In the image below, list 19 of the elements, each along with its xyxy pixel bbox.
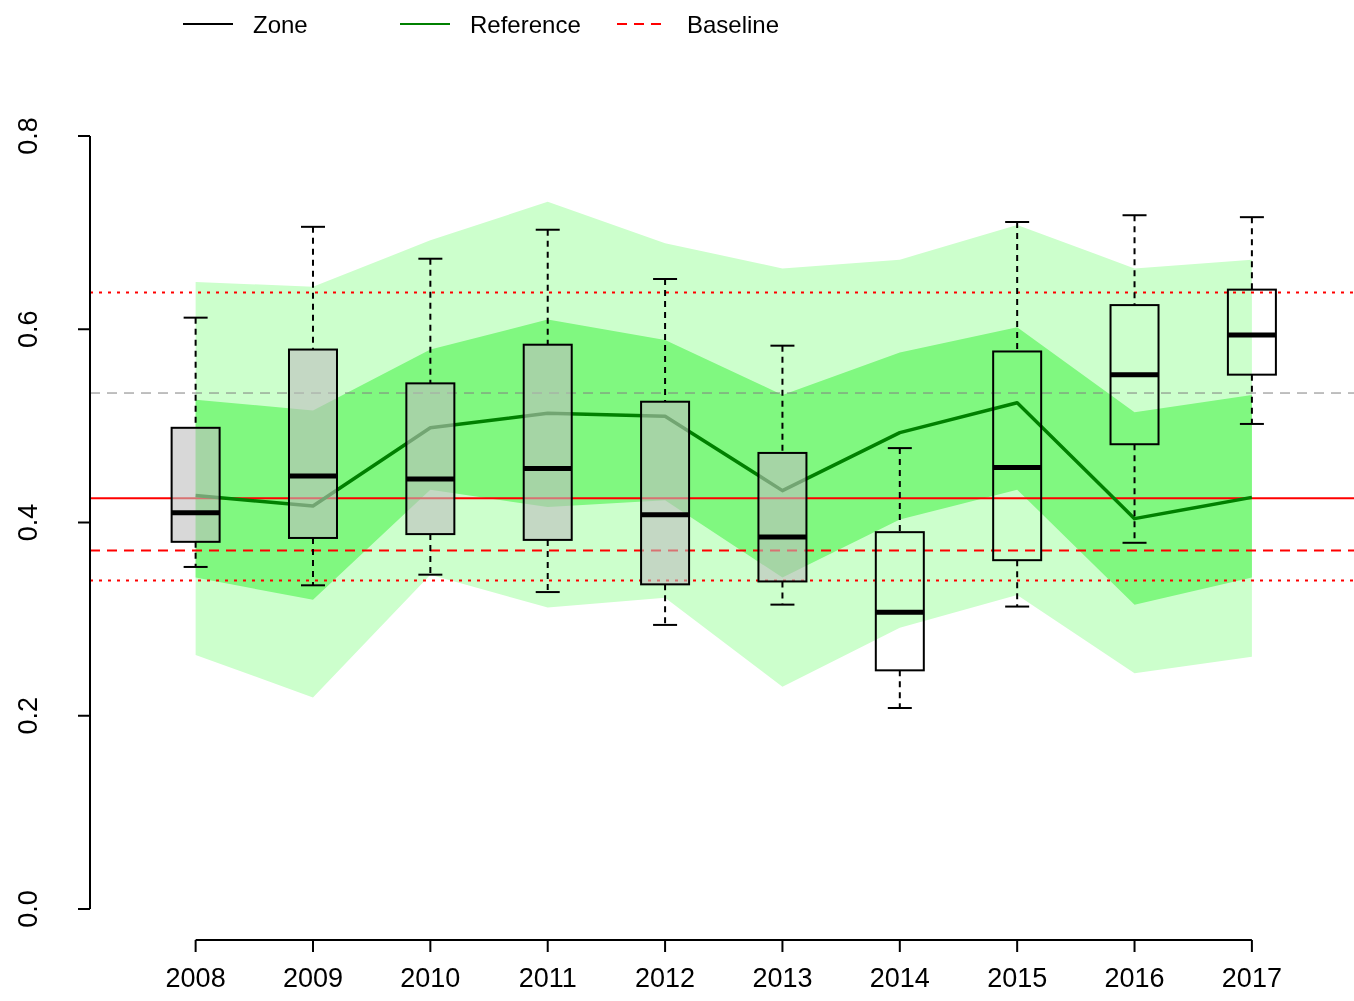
x-tick-label: 2015 bbox=[987, 963, 1048, 993]
x-tick-label: 2012 bbox=[635, 963, 696, 993]
y-tick-label: 0.2 bbox=[13, 696, 43, 735]
legend-label: Baseline bbox=[687, 10, 780, 38]
y-tick-label: 0.8 bbox=[13, 117, 43, 155]
x-tick-label: 2009 bbox=[282, 963, 344, 993]
y-tick-label: 0.6 bbox=[13, 310, 43, 349]
x-tick-label: 2014 bbox=[869, 963, 930, 993]
x-tick-label: 2013 bbox=[752, 963, 813, 993]
line-series bbox=[193, 400, 1254, 521]
y-tick-label: 0.0 bbox=[13, 890, 43, 928]
x-tick-label: 2017 bbox=[1221, 963, 1282, 993]
legend-label: Zone bbox=[253, 10, 308, 38]
legend-label: Reference bbox=[470, 10, 581, 38]
y-tick-label: 0.4 bbox=[13, 503, 43, 542]
x-tick-label: 2011 bbox=[518, 963, 577, 993]
x-tick-label: 2008 bbox=[165, 963, 226, 993]
x-tick-label: 2016 bbox=[1104, 963, 1165, 993]
x-tick-label: 2010 bbox=[400, 963, 461, 993]
